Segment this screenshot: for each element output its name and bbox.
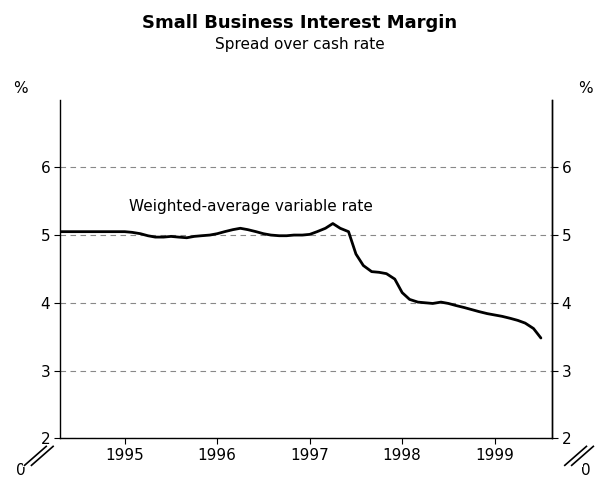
FancyBboxPatch shape (563, 445, 577, 467)
Text: Spread over cash rate: Spread over cash rate (215, 37, 385, 52)
Text: %: % (578, 81, 593, 96)
FancyBboxPatch shape (570, 445, 583, 467)
Text: Weighted-average variable rate: Weighted-average variable rate (130, 199, 373, 214)
Text: 0: 0 (581, 463, 590, 478)
Text: Small Business Interest Margin: Small Business Interest Margin (142, 14, 458, 32)
FancyBboxPatch shape (30, 445, 43, 467)
FancyBboxPatch shape (23, 445, 36, 467)
Text: 0: 0 (16, 463, 25, 478)
Text: %: % (13, 81, 28, 96)
